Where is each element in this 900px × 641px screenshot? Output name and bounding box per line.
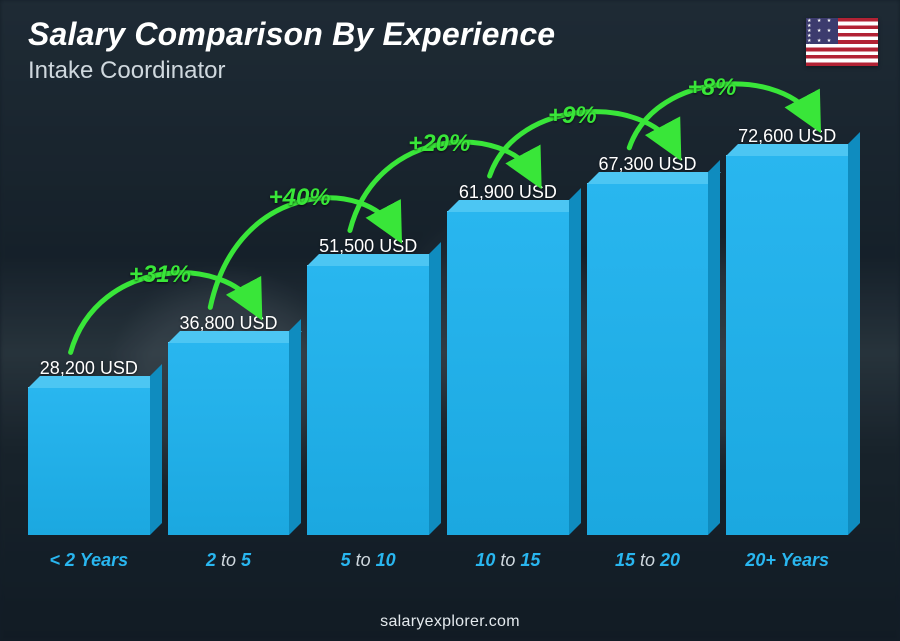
- x-axis: < 2 Years 2 to 5 5 to 10 10 to 15 15 to 20 20…: [28, 550, 848, 571]
- bar: [28, 387, 150, 535]
- bar: [307, 265, 429, 535]
- bar-chart: 28,200 USD36,800 USD51,500 USD61,900 USD…: [28, 120, 848, 571]
- delta-label: +31%: [129, 261, 191, 289]
- bar-slot: 61,900 USD: [447, 182, 569, 535]
- bar-slot: 36,800 USD: [168, 313, 290, 535]
- delta-label: +9%: [548, 102, 597, 130]
- bar: [726, 155, 848, 535]
- bar-slot: 51,500 USD: [307, 236, 429, 535]
- x-category-label: 15 to 20: [587, 550, 709, 571]
- delta-label: +40%: [269, 184, 331, 212]
- bar: [587, 183, 709, 535]
- bar: [168, 342, 290, 535]
- delta-label: +8%: [688, 74, 737, 102]
- bar-slot: 72,600 USD: [726, 126, 848, 535]
- x-category-label: 20+ Years: [726, 550, 848, 571]
- footer-credit: salaryexplorer.com: [0, 613, 900, 631]
- country-flag-icon: ★ ★ ★ ★★ ★ ★ ★★ ★ ★ ★★ ★ ★ ★: [806, 18, 878, 66]
- header: Salary Comparison By Experience Intake C…: [28, 16, 555, 85]
- page-subtitle: Intake Coordinator: [28, 57, 555, 85]
- bar: [447, 211, 569, 535]
- x-category-label: < 2 Years: [28, 550, 150, 571]
- page-title: Salary Comparison By Experience: [28, 16, 555, 53]
- content-root: Salary Comparison By Experience Intake C…: [0, 0, 900, 641]
- bar-slot: 67,300 USD: [587, 154, 709, 535]
- x-category-label: 10 to 15: [447, 550, 569, 571]
- x-category-label: 5 to 10: [307, 550, 429, 571]
- bars-container: 28,200 USD36,800 USD51,500 USD61,900 USD…: [28, 120, 848, 535]
- bar-slot: 28,200 USD: [28, 358, 150, 535]
- x-category-label: 2 to 5: [168, 550, 290, 571]
- delta-label: +20%: [408, 130, 470, 158]
